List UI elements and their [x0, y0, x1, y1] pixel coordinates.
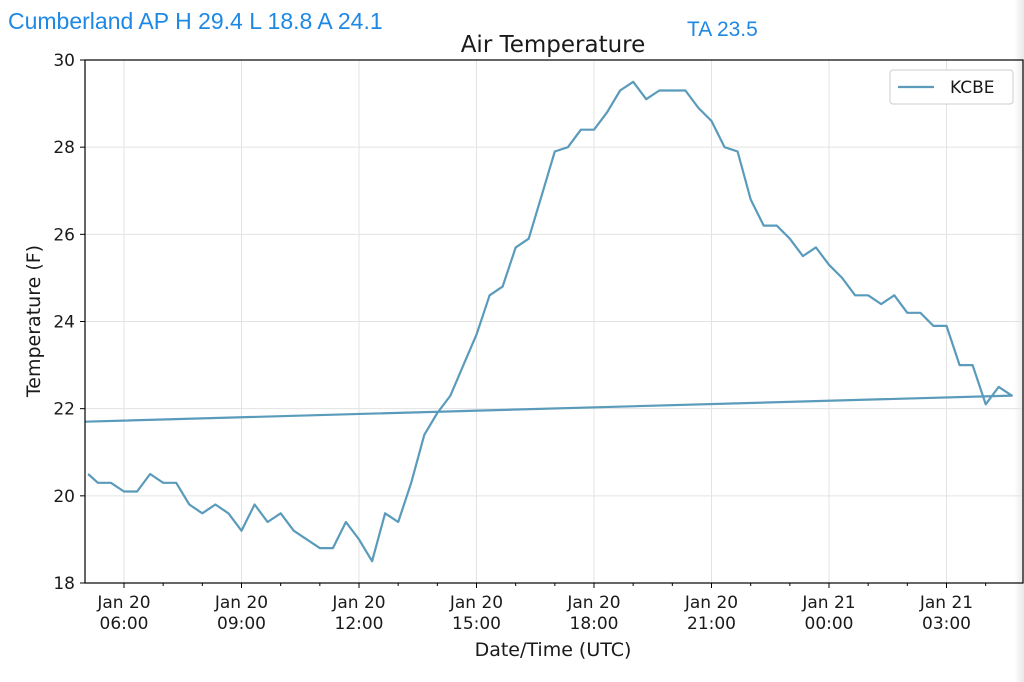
legend: KCBE	[889, 69, 1014, 105]
x-tick-label-date: Jan 20	[96, 593, 150, 613]
y-axis-label: Temperature (F)	[23, 245, 45, 398]
gridlines	[85, 60, 1023, 583]
station-summary-text: Cumberland AP H 29.4 L 18.8 A 24.1	[8, 8, 383, 34]
x-tick-label-date: Jan 21	[919, 593, 973, 613]
legend-label-kcbe: KCBE	[950, 78, 995, 98]
y-tick-label: 22	[53, 400, 75, 420]
legend-box	[889, 69, 1014, 105]
x-tick-label-date: Jan 20	[449, 593, 503, 613]
screen-edge-shadow	[1014, 0, 1024, 682]
y-tick-label: 26	[53, 225, 75, 245]
x-tick-label-time: 06:00	[100, 614, 149, 634]
y-tick-label: 24	[53, 313, 75, 333]
y-axis: 18 20 22 24 26 28 30	[53, 51, 85, 594]
x-tick-label-date: Jan 20	[684, 593, 738, 613]
x-tick-label-date: Jan 20	[566, 593, 620, 613]
x-tick-label-date: Jan 21	[801, 593, 855, 613]
x-tick-label-time: 09:00	[217, 614, 266, 634]
series-line-kcbe	[84, 80, 1013, 563]
x-tick-label-date: Jan 20	[331, 593, 385, 613]
x-tick-label-time: 21:00	[687, 614, 736, 634]
series-layer	[84, 80, 1013, 563]
x-tick-label-time: 15:00	[452, 614, 501, 634]
x-axis-label: Date/Time (UTC)	[475, 639, 632, 661]
x-tick-label-date: Jan 20	[214, 593, 268, 613]
x-tick-label-time: 18:00	[570, 614, 619, 634]
y-tick-label: 20	[53, 487, 75, 507]
x-tick-label-time: 00:00	[805, 614, 854, 634]
y-tick-label: 30	[53, 51, 75, 71]
ta-readout-text: TA 23.5	[687, 18, 758, 41]
y-tick-label: 28	[53, 138, 75, 158]
x-tick-label-time: 12:00	[335, 614, 384, 634]
x-tick-label-time: 03:00	[922, 614, 971, 634]
y-tick-label: 18	[53, 574, 75, 594]
chart-title: Air Temperature	[461, 32, 646, 58]
